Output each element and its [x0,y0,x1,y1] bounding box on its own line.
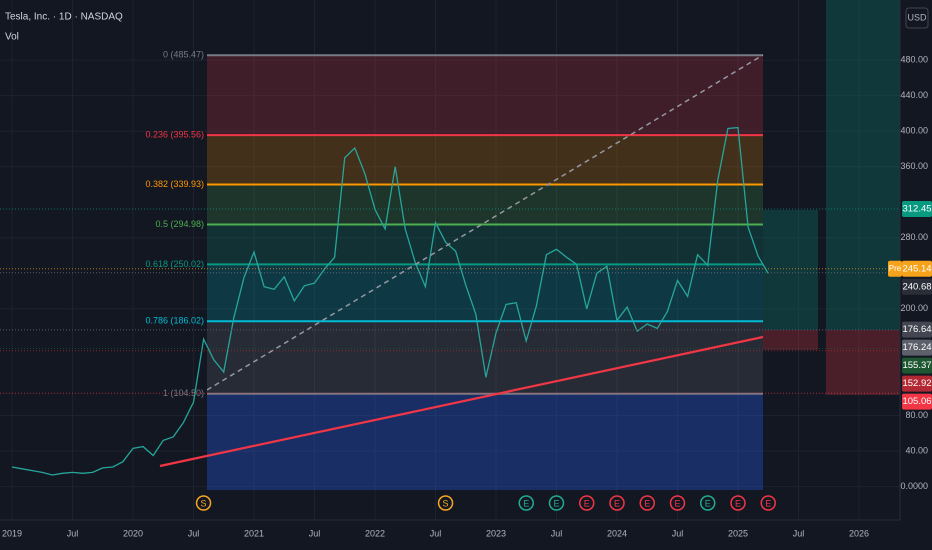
x-tick-label: Jul [672,528,684,538]
fib-label: 0.786 (186.02) [145,316,204,326]
event-marker [437,495,454,511]
currency-button[interactable] [905,7,929,29]
fib-zone [207,224,763,265]
price-tag [902,393,932,410]
event-marker [699,495,716,511]
price-tag-prefix-box [888,260,902,277]
plot: 0 (485.47) 0.236 (395.56) 0.382 (339.93) 0.… [0,50,900,476]
price-line [11,126,769,476]
event-label: E [765,498,771,508]
event-marker [669,495,686,511]
fib-label: 0 (485.47) [163,50,204,60]
x-tick-label: 2019 [2,528,22,538]
price-tag [902,260,932,277]
event-marker [578,495,595,511]
price-tag [902,357,932,374]
grid [0,0,900,520]
symbol-header: Tesla, Inc. · 1D · NASDAQ [5,12,123,23]
fib-label: 0.236 (395.56) [145,129,204,139]
position-target [826,0,900,330]
event-marker [639,495,655,511]
price-tag-prefix: Pre [889,264,902,273]
x-tick-label: Jul [551,528,563,538]
event-marker [195,495,212,511]
event-label: E [705,498,711,508]
y-tick-label: 40.00 [905,445,928,455]
event-marker [730,495,746,511]
price-tag [902,339,932,356]
price-tag-label: 312.45 [902,203,931,214]
price-tag-label: 176.64 [902,324,931,335]
price-tag-label: 245.14 [902,263,931,274]
y-tick-label: 440.00 [900,90,928,100]
fib-label: 0.382 (339.93) [145,179,204,189]
price-tag [902,200,932,217]
price-tag-label: 240.68 [902,281,931,292]
event-marker [518,495,534,511]
fib-label: 0.618 (250.02) [145,259,204,269]
y-tick-label: 360.00 [900,161,928,171]
long-position-stop [763,330,818,350]
price-tag-label: 176.24 [902,342,931,353]
y-tick-label: 480.00 [900,54,928,64]
event-label: E [584,498,590,508]
price-tag-label: 152.92 [902,378,931,389]
x-tick-label: 2026 [849,528,869,538]
event-marker [760,495,776,511]
fib-zone [207,135,763,185]
x-tick-label: Jul [309,528,321,538]
price-tag [902,375,932,392]
event-marker [548,495,565,511]
x-tick-label: 2023 [486,528,506,538]
position-stop [826,330,900,395]
y-tick-label: 80.00 [905,410,928,420]
fib-zones [207,55,763,490]
event-label: S [201,498,207,508]
fib-zone [207,321,763,394]
fib-trend-line [206,54,764,391]
fib-zone [207,184,763,225]
price-tag [902,278,932,295]
y-tick-label: 400.00 [900,126,928,136]
fib-label: 0.5 (294.98) [155,219,204,229]
long-position-target [763,210,818,330]
x-tick-label: Jul [67,528,79,538]
indicator-label: Vol [5,32,19,43]
price-tag-label: 155.37 [902,360,931,371]
x-tick-label: 2024 [607,528,627,538]
currency-label[interactable]: USD [907,12,927,22]
event-label: E [735,498,741,508]
event-marker [609,495,625,511]
x-tick-label: Jul [188,528,200,538]
trend-line [159,335,764,468]
x-tick-label: 2022 [365,528,385,538]
x-tick-label: 2021 [244,528,264,538]
event-label: E [553,498,559,508]
axes: 480.00 440.00 400.00 360.00 280.00 200.00 80.0… [2,54,932,538]
x-tick-label: 2020 [123,528,143,538]
price-tag [902,321,932,338]
y-tick-label: 200.00 [900,303,928,313]
event-label: E [523,498,529,508]
event-label: E [674,498,680,508]
y-tick-label: 0.0000 [900,481,928,491]
price-tag-label: 105.06 [902,396,931,407]
fib-zone [207,55,763,136]
y-tick-label: 280.00 [900,232,928,242]
x-tick-label: Jul [430,528,442,538]
event-label: E [644,498,650,508]
event-label: E [614,498,620,508]
x-tick-label: Jul [793,528,805,538]
x-tick-label: 2025 [728,528,748,538]
fib-zone [207,393,763,490]
event-label: S [443,498,449,508]
time-axis [0,520,932,550]
